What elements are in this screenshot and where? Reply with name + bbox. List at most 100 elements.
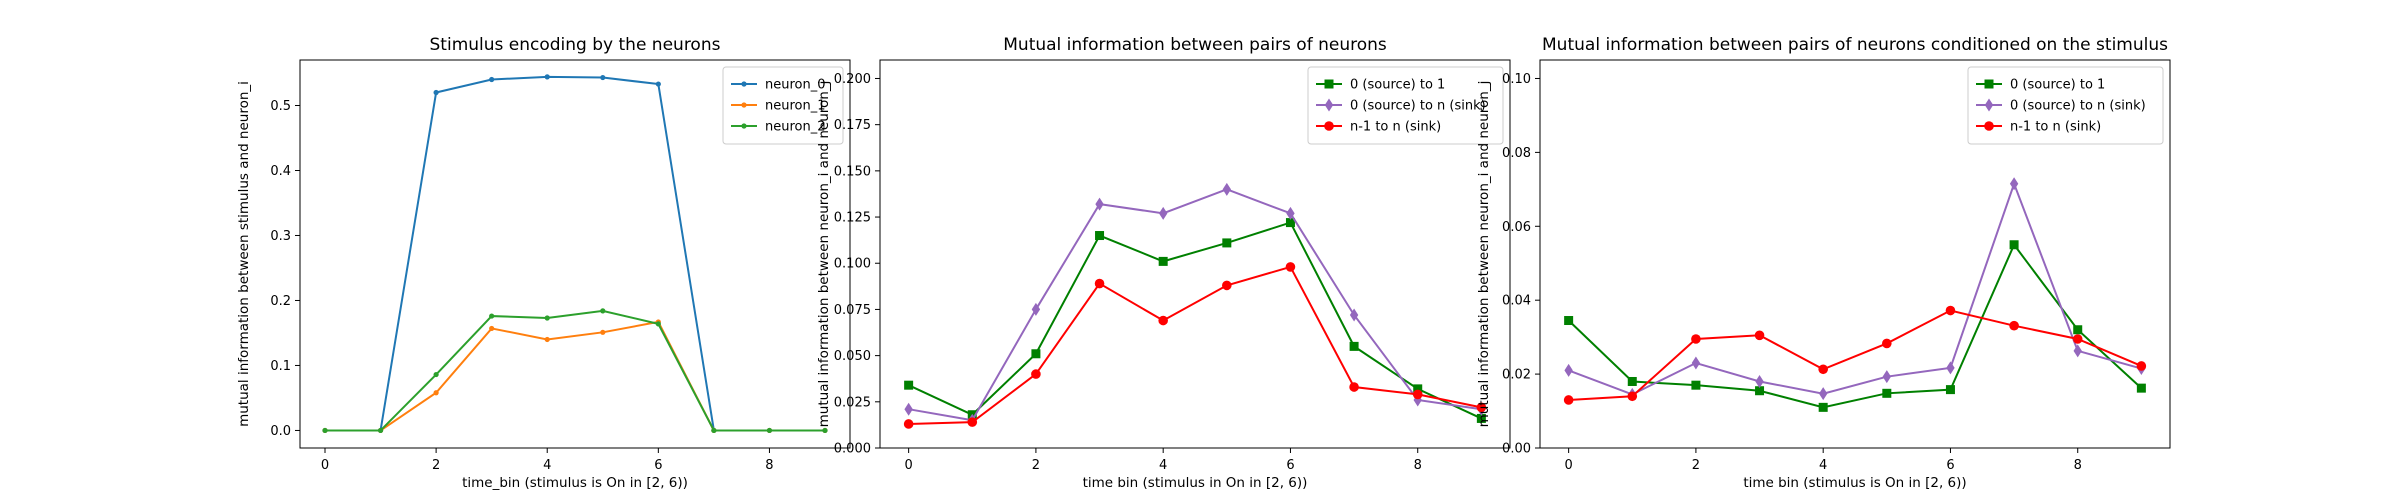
y-tick-label: 0.050 — [834, 349, 871, 364]
legend-marker — [741, 123, 747, 129]
y-tick-label: 0.150 — [834, 164, 871, 179]
legend-label: neuron_0 — [765, 78, 826, 93]
y-tick-label: 0.3 — [270, 229, 291, 244]
data-point — [904, 380, 914, 390]
legend-entry: 0 (source) to 1 — [1976, 78, 2105, 93]
x-tick-label: 0 — [321, 458, 329, 473]
data-point — [2073, 325, 2083, 335]
data-point — [377, 427, 384, 434]
data-point — [322, 427, 328, 434]
data-point — [2009, 240, 2019, 250]
y-tick-label: 0.025 — [834, 395, 871, 410]
series-line — [325, 320, 825, 432]
data-point — [1564, 316, 1574, 326]
series-2 — [322, 319, 828, 434]
legend-entry: 0 (source) to 1 — [1316, 78, 1445, 93]
data-point — [2073, 344, 2082, 358]
series-line — [325, 309, 825, 432]
y-tick-label: 0.5 — [270, 99, 291, 114]
data-point — [1222, 238, 1232, 248]
data-point — [1158, 315, 1168, 326]
y-axis-label: mutual information between neuron_i and … — [816, 81, 832, 428]
legend-entry: neuron_1 — [731, 99, 826, 114]
y-tick-label: 0.10 — [1502, 72, 1531, 87]
data-point — [1691, 334, 1701, 344]
legend-label: n-1 to n (sink) — [1350, 120, 1441, 135]
legend-marker — [1324, 79, 1334, 89]
data-point — [1285, 218, 1295, 228]
series-3 — [903, 262, 1487, 429]
chart-title: Mutual information between pairs of neur… — [1003, 35, 1387, 55]
data-point — [1158, 256, 1168, 266]
data-point — [433, 371, 439, 378]
data-point — [1095, 231, 1105, 241]
data-point — [1094, 278, 1105, 289]
data-point — [1563, 395, 1574, 405]
chart-2: Mutual information between pairs of neur… — [816, 35, 1511, 491]
y-tick-label: 0.04 — [1502, 294, 1531, 309]
data-point — [1755, 386, 1765, 396]
data-point — [1818, 402, 1828, 412]
legend-label: 0 (source) to n (sink) — [1350, 99, 1486, 114]
y-tick-label: 0.4 — [270, 164, 291, 179]
legend-entry: n-1 to n (sink) — [1976, 120, 2101, 135]
legend-label: 0 (source) to 1 — [2010, 78, 2105, 93]
data-point — [1412, 389, 1423, 400]
legend-label: neuron_1 — [765, 99, 826, 114]
legend-label: n-1 to n (sink) — [2010, 120, 2101, 135]
legend-entry: neuron_2 — [731, 120, 826, 135]
x-tick-label: 2 — [1692, 458, 1700, 473]
chart-1: Stimulus encoding by the neurons 0 2 4 6 8 0.0… — [236, 35, 851, 491]
series-2 — [1564, 177, 2146, 401]
x-axis-label: time bin (stimulus is On in [2, 6)) — [1743, 475, 1966, 491]
legend-marker — [1324, 121, 1334, 131]
x-tick-label: 0 — [1564, 458, 1572, 473]
data-point — [1349, 341, 1359, 351]
y-tick-label: 0.000 — [834, 442, 871, 457]
y-tick-label: 0.00 — [1502, 442, 1531, 457]
data-point — [655, 81, 661, 87]
data-point — [600, 308, 606, 314]
legend-box — [1307, 66, 1504, 145]
x-tick-label: 6 — [654, 458, 662, 473]
data-point — [489, 325, 495, 332]
data-point — [1158, 206, 1168, 220]
series-line — [1567, 242, 2143, 409]
chart-title: Stimulus encoding by the neurons — [430, 35, 721, 55]
legend: neuron_0 neuron_1 neuron_2 — [722, 66, 844, 145]
y-tick-label: 0.2 — [270, 294, 291, 309]
series-3 — [1563, 305, 2147, 405]
data-point — [1882, 338, 1892, 349]
legend-entry: n-1 to n (sink) — [1316, 120, 1441, 135]
data-point — [2009, 177, 2019, 191]
data-point — [1946, 361, 1955, 375]
legend-label: 0 (source) to n (sink) — [2010, 99, 2146, 114]
x-tick-label: 2 — [432, 458, 440, 473]
data-point — [2136, 361, 2147, 371]
x-tick-label: 6 — [1286, 458, 1294, 473]
data-point — [1882, 388, 1892, 398]
legend-box — [722, 66, 844, 145]
series-line — [908, 265, 1482, 425]
data-point — [1031, 302, 1041, 316]
x-tick-label: 4 — [543, 458, 551, 473]
data-point — [433, 390, 439, 396]
y-tick-label: 0.0 — [270, 424, 291, 439]
data-point — [711, 427, 717, 434]
data-point — [1627, 391, 1638, 402]
plot-frame — [299, 59, 851, 449]
data-point — [1691, 380, 1701, 390]
data-point — [489, 313, 495, 319]
series-3 — [322, 308, 828, 434]
data-point — [1476, 402, 1487, 413]
legend-marker — [1984, 79, 1994, 89]
legend-box — [1967, 66, 2164, 145]
x-tick-label: 4 — [1159, 458, 1167, 473]
series-1 — [1564, 240, 2146, 412]
legend-marker — [1324, 98, 1334, 112]
y-tick-label: 0.06 — [1502, 220, 1531, 235]
data-point — [904, 402, 913, 416]
x-tick-label: 8 — [765, 458, 773, 473]
data-point — [1349, 308, 1359, 322]
data-point — [1818, 364, 1828, 375]
